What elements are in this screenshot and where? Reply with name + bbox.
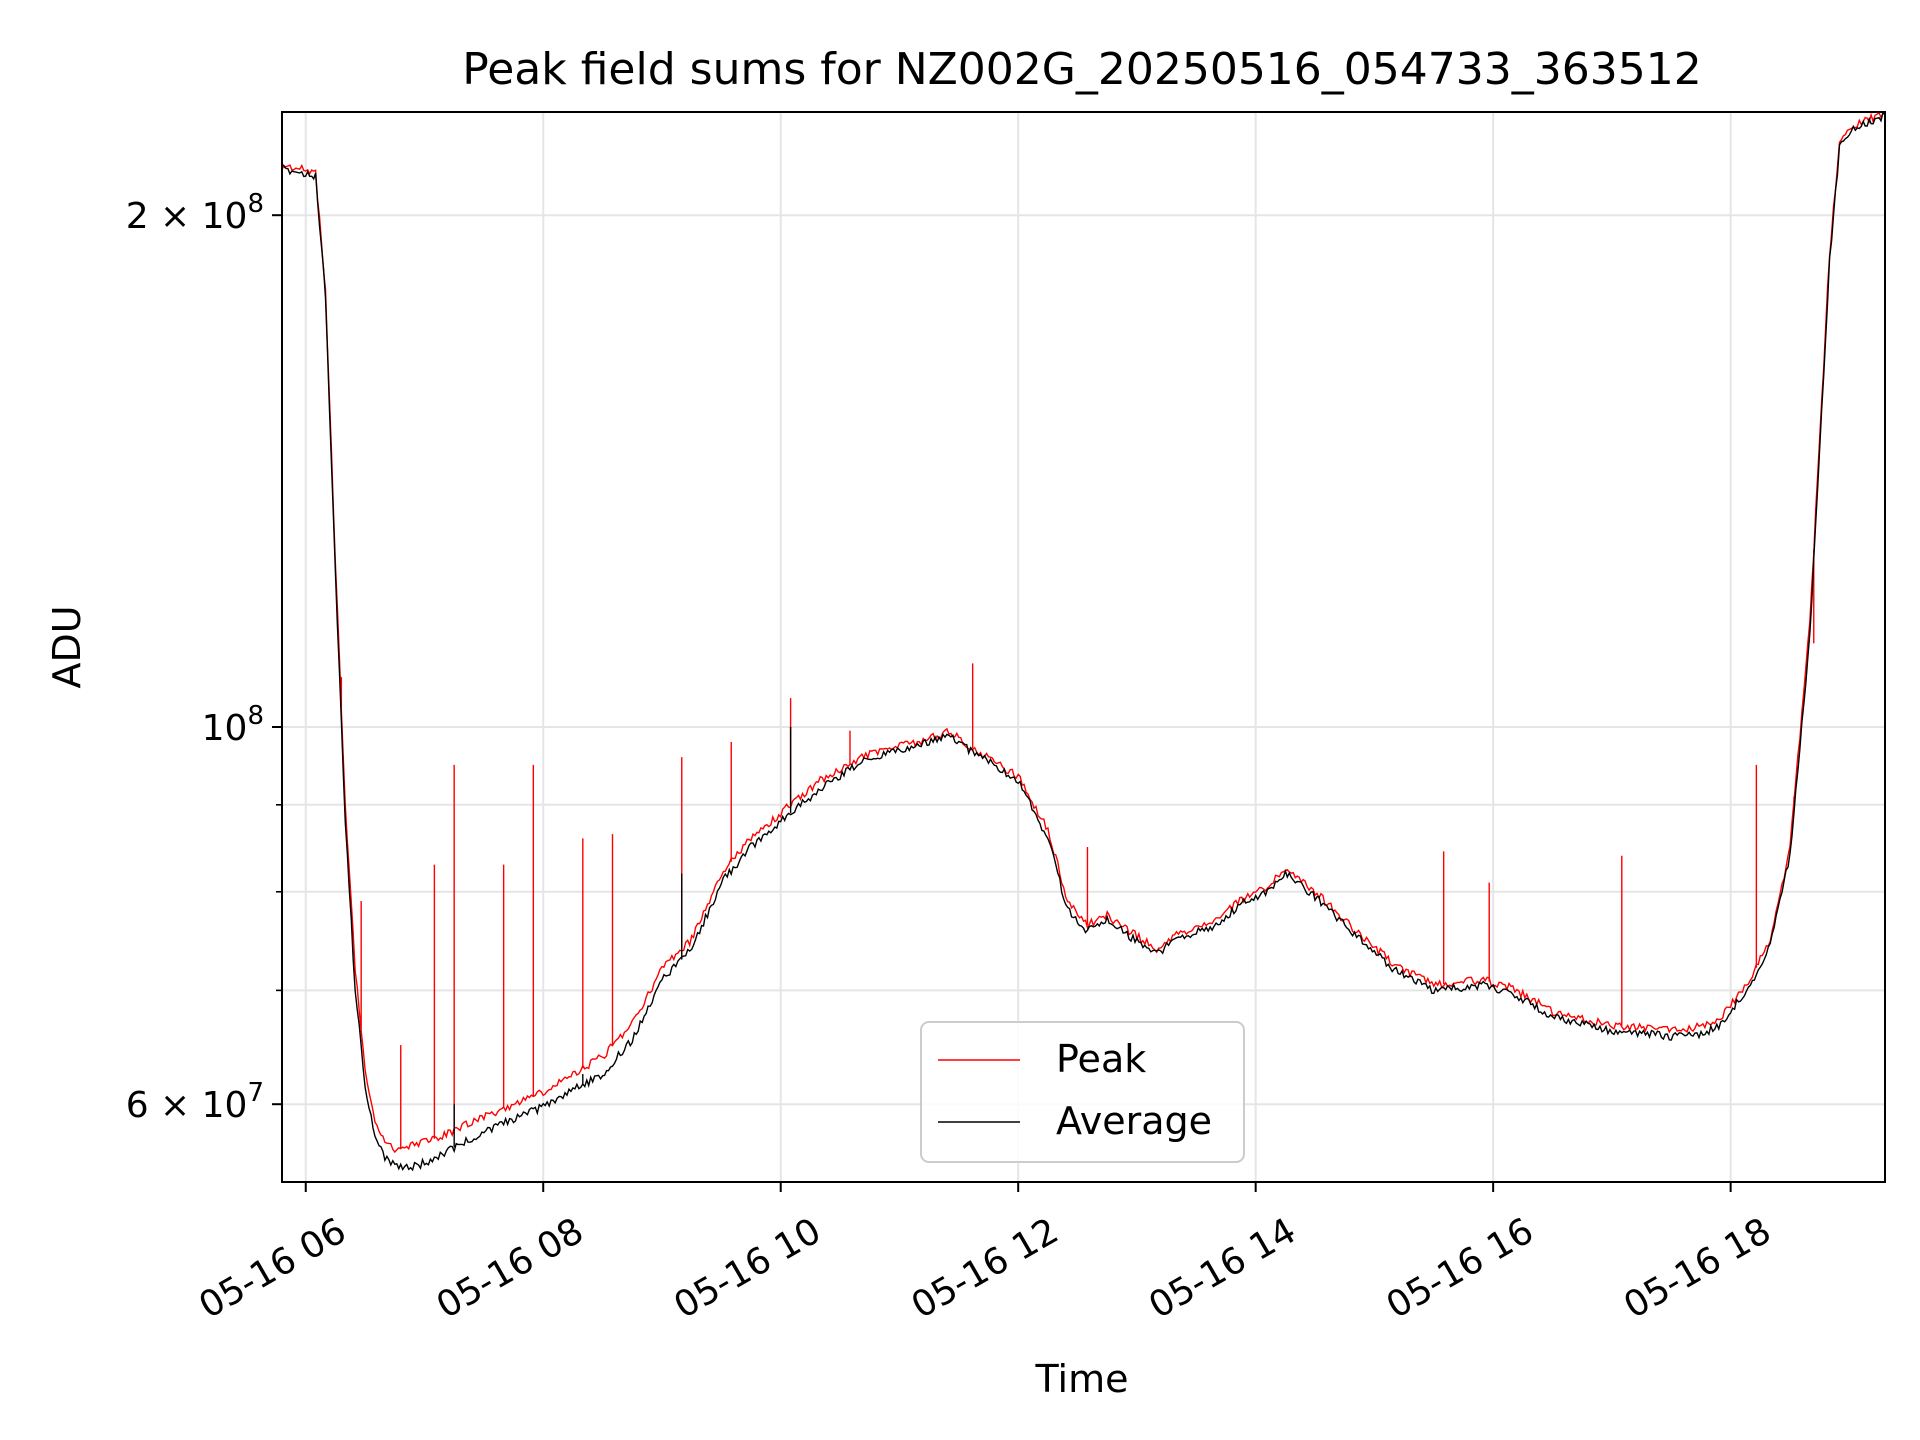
series-line-peak [282,112,1885,1154]
x-tick-label-4: 05-16 14 [1142,1210,1303,1326]
x-tick-label-3: 05-16 12 [905,1210,1066,1326]
x-tick-label-6: 05-16 18 [1617,1210,1778,1326]
grid-lines [282,112,1885,1182]
x-axis: 05-16 06 05-16 08 05-16 10 05-16 12 05-16 14… [192,1182,1778,1327]
legend: Peak Average [920,1021,1245,1163]
x-tick-label-2: 05-16 10 [667,1210,828,1326]
legend-box [920,1021,1245,1163]
series-line-average [282,112,1885,1172]
chart-title: Peak field sums for NZ002G_20250516_0547… [462,44,1701,95]
y-tick-label-1: 108 [202,701,264,749]
x-axis-label: Time [1035,1357,1129,1401]
y-tick-label-0: 6 × 107 [126,1078,264,1126]
plot-area [282,112,1885,1172]
x-tick-label-0: 05-16 06 [192,1210,353,1326]
y-tick-label-2: 2 × 108 [126,189,264,237]
axes-frame [281,111,1886,1183]
x-tick-label-1: 05-16 08 [430,1210,591,1326]
x-tick-label-5: 05-16 16 [1380,1210,1541,1326]
legend-label-average: Average [1056,1099,1212,1143]
legend-label-peak: Peak [1056,1037,1146,1081]
y-axis-label: ADU [45,605,89,688]
y-axis: 6 × 107 108 2 × 108 [126,189,282,1126]
